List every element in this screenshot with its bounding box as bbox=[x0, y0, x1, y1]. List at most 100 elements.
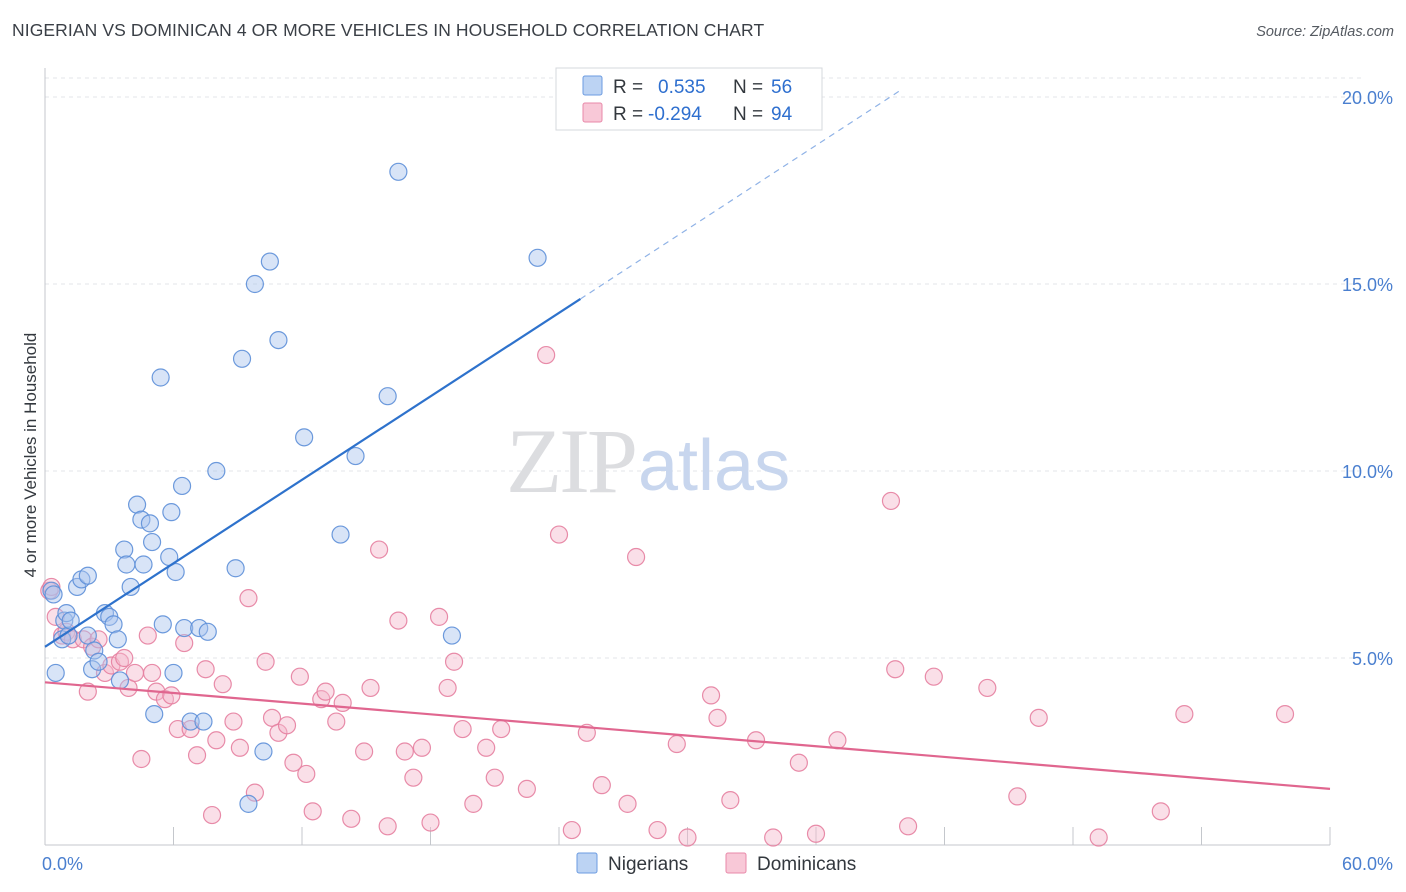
dominicans-point bbox=[162, 686, 181, 705]
gridlines bbox=[45, 77, 1365, 659]
nigerians-point bbox=[378, 387, 397, 406]
x-tick-label: 60.0% bbox=[1342, 854, 1393, 874]
dominicans-point bbox=[721, 791, 740, 810]
nigerians-point bbox=[127, 495, 147, 514]
nigerians-trend-extension bbox=[580, 89, 902, 300]
dominicans-point bbox=[537, 345, 556, 365]
nigerians-point bbox=[140, 514, 160, 533]
nigerians-point bbox=[89, 652, 108, 671]
dominicans-point bbox=[78, 682, 97, 701]
source-label: Source: ZipAtlas.com bbox=[1256, 24, 1394, 40]
nigerians-point bbox=[134, 555, 153, 574]
dominicans-point bbox=[142, 663, 162, 683]
nigerians-point bbox=[239, 794, 258, 813]
dominicans-point bbox=[1151, 802, 1170, 821]
nigerians-point bbox=[245, 274, 264, 294]
dominicans-point bbox=[115, 648, 134, 668]
y-tick-labels: 5.0% 10.0% 15.0% 20.0% bbox=[1342, 88, 1393, 669]
dominicans-point bbox=[1089, 828, 1108, 847]
nigerians-point bbox=[346, 446, 365, 466]
chart-title: NIGERIAN VS DOMINICAN 4 OR MORE VEHICLES… bbox=[12, 20, 765, 40]
dominicans-point bbox=[924, 667, 943, 686]
legend-n-label: N = bbox=[733, 77, 763, 98]
dominicans-point bbox=[277, 716, 297, 735]
nigerians-point bbox=[295, 428, 314, 447]
dominicans-point bbox=[626, 547, 646, 567]
dominicans-point bbox=[592, 776, 611, 795]
dominicans-point bbox=[978, 678, 997, 698]
legend-r-label: R = bbox=[613, 77, 643, 98]
dominicans-point bbox=[789, 753, 808, 772]
dominicans-point bbox=[898, 817, 918, 836]
bottom-legend-nigerians: Nigerians bbox=[608, 854, 688, 875]
legend-swatch-dominicans bbox=[582, 102, 603, 123]
nigerians-point bbox=[528, 248, 547, 267]
dominicans-point bbox=[333, 693, 352, 712]
dominicans-point bbox=[89, 630, 108, 649]
nigerians-point bbox=[226, 559, 245, 578]
dominicans-point bbox=[453, 719, 472, 739]
x-tick-labels: 0.0% 60.0% bbox=[42, 854, 1393, 874]
dominicans-point bbox=[806, 824, 826, 843]
y-tick-label: 5.0% bbox=[1352, 649, 1393, 669]
nigerians-point bbox=[83, 660, 102, 679]
y-tick-label: 10.0% bbox=[1342, 462, 1393, 482]
legend-n-value: 94 bbox=[771, 104, 793, 125]
dominicans-point bbox=[230, 738, 249, 757]
dominicans-point bbox=[517, 779, 536, 799]
dominicans-point bbox=[370, 540, 389, 559]
nigerians-point bbox=[85, 641, 104, 660]
dominicans-point bbox=[1008, 787, 1027, 806]
dominicans-point bbox=[395, 742, 414, 761]
dominicans-point bbox=[256, 652, 275, 671]
dominicans-point bbox=[138, 626, 157, 645]
dominicans-point bbox=[175, 633, 194, 653]
nigerians-point bbox=[175, 618, 194, 638]
nigerians-point bbox=[442, 626, 462, 645]
nigerians-point bbox=[331, 525, 350, 544]
nigerians-points bbox=[42, 162, 547, 813]
dominicans-point bbox=[245, 783, 264, 802]
dominicans-point bbox=[1275, 704, 1295, 724]
watermark-atlas: atlas bbox=[638, 426, 790, 506]
nigerians-point bbox=[44, 585, 63, 604]
nigerians-point bbox=[389, 162, 408, 181]
y-tick-label: 15.0% bbox=[1342, 275, 1393, 295]
dominicans-point bbox=[361, 678, 380, 698]
dominicans-point bbox=[389, 611, 408, 630]
nigerians-point bbox=[108, 630, 127, 649]
dominicans-point bbox=[187, 746, 207, 765]
dominicans-trend-line bbox=[44, 681, 1331, 790]
y-tick-label: 20.0% bbox=[1342, 88, 1393, 108]
trend-lines bbox=[44, 89, 1331, 790]
dominicans-point bbox=[125, 663, 145, 683]
dominicans-point bbox=[202, 805, 222, 825]
nigerians-point bbox=[207, 461, 226, 481]
dominicans-point bbox=[224, 712, 243, 731]
nigerians-point bbox=[260, 252, 279, 271]
dominicans-point bbox=[316, 682, 335, 701]
nigerians-point bbox=[172, 476, 192, 496]
dominicans-point bbox=[297, 764, 316, 784]
bottom-legend-swatch-dominicans bbox=[725, 852, 747, 874]
nigerians-point bbox=[78, 626, 97, 645]
dominicans-point bbox=[239, 589, 258, 608]
nigerians-point bbox=[269, 331, 288, 350]
dominicans-points bbox=[40, 345, 1295, 847]
dominicans-point bbox=[828, 731, 847, 750]
nigerians-point bbox=[162, 503, 181, 522]
dominicans-point bbox=[327, 712, 346, 731]
dominicans-point bbox=[618, 794, 637, 813]
nigerians-point bbox=[121, 577, 140, 597]
dominicans-point bbox=[464, 794, 483, 813]
nigerians-point bbox=[164, 663, 183, 683]
dominicans-point bbox=[213, 675, 232, 694]
series-legend: Nigerians Dominicans bbox=[576, 852, 856, 875]
dominicans-point bbox=[1175, 704, 1194, 724]
nigerians-point bbox=[198, 622, 217, 641]
nigerians-point bbox=[166, 562, 185, 582]
y-axis-label: 4 or more Vehicles in Household bbox=[21, 333, 40, 578]
bottom-legend-swatch-nigerians bbox=[576, 852, 598, 874]
watermark: ZIP atlas bbox=[506, 410, 790, 512]
